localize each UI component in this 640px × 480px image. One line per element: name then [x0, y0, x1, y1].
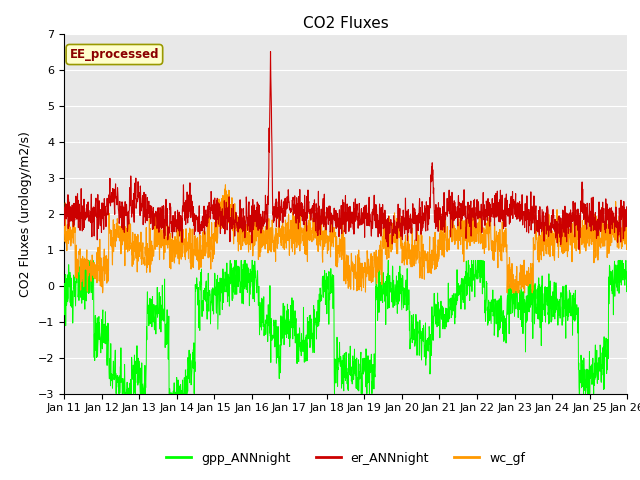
Legend: gpp_ANNnight, er_ANNnight, wc_gf: gpp_ANNnight, er_ANNnight, wc_gf — [161, 447, 530, 469]
Title: CO2 Fluxes: CO2 Fluxes — [303, 16, 388, 31]
Y-axis label: CO2 Fluxes (urology/m2/s): CO2 Fluxes (urology/m2/s) — [19, 131, 32, 297]
Text: EE_processed: EE_processed — [70, 48, 159, 61]
